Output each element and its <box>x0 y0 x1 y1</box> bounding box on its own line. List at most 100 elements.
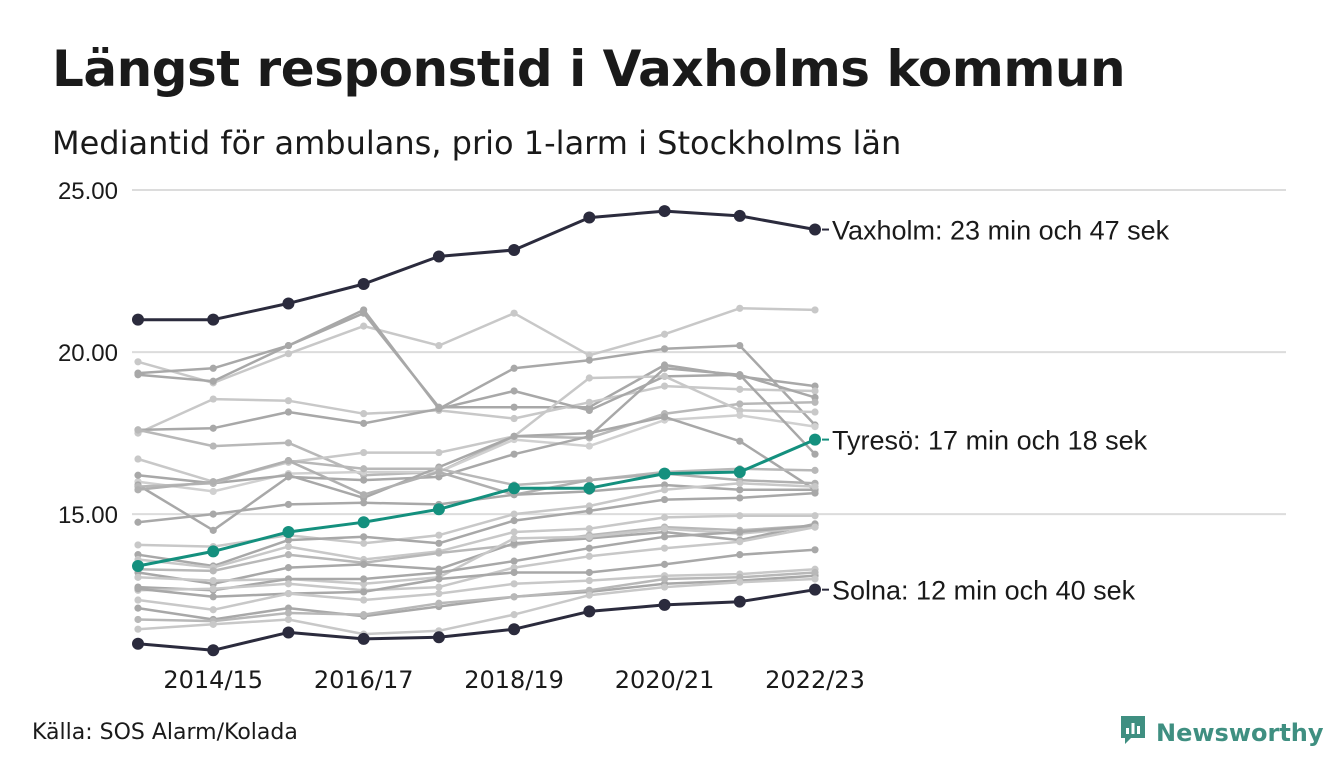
data-point <box>209 442 217 450</box>
background-series-line <box>134 364 819 534</box>
data-point <box>435 539 443 547</box>
data-point <box>209 593 217 601</box>
data-point <box>736 578 744 586</box>
background-series-line <box>134 489 819 570</box>
data-point <box>209 395 217 403</box>
highlight-series-line <box>132 205 821 326</box>
series-line <box>137 459 816 496</box>
data-point <box>284 551 293 559</box>
data-point <box>736 437 744 445</box>
data-point <box>585 544 593 552</box>
data-point <box>207 644 220 657</box>
data-point <box>360 419 368 427</box>
data-point <box>660 533 669 541</box>
data-point <box>660 330 669 338</box>
data-point <box>209 478 217 486</box>
data-point <box>435 583 443 591</box>
data-point <box>811 423 819 431</box>
data-point <box>660 583 669 591</box>
data-point <box>435 599 443 607</box>
data-point <box>360 322 368 330</box>
data-point <box>510 387 518 395</box>
data-point <box>660 544 669 552</box>
series-line <box>137 567 816 612</box>
series-end-label: Vaxholm: 23 min och 47 sek <box>832 216 1170 246</box>
series-line <box>137 524 816 573</box>
data-point <box>209 606 217 614</box>
data-point <box>811 482 819 491</box>
data-point <box>811 546 819 554</box>
data-point <box>811 466 819 474</box>
background-series-line <box>134 306 819 429</box>
series-line <box>137 514 815 569</box>
data-point <box>360 465 368 473</box>
data-point <box>736 512 744 520</box>
x-tick-label: 2020/21 <box>615 666 715 694</box>
data-point <box>360 539 368 547</box>
data-point <box>360 596 368 604</box>
data-point <box>435 575 443 583</box>
data-point <box>510 528 518 536</box>
data-point <box>660 560 669 568</box>
data-point <box>510 414 518 423</box>
data-point <box>660 495 669 504</box>
data-point <box>435 448 443 457</box>
data-point <box>811 568 819 577</box>
data-point <box>658 205 671 218</box>
data-point <box>583 605 596 618</box>
data-point <box>733 595 746 608</box>
data-point <box>134 585 142 593</box>
data-point <box>733 466 746 478</box>
data-point <box>811 398 819 406</box>
data-point <box>284 564 293 572</box>
series-line <box>137 367 816 532</box>
data-point <box>508 243 521 256</box>
series-line <box>137 525 816 586</box>
data-point <box>134 541 142 549</box>
series-line <box>137 438 816 568</box>
data-point <box>284 397 293 405</box>
series-line <box>137 373 816 432</box>
data-point <box>432 250 445 263</box>
data-point <box>360 448 368 457</box>
data-point <box>134 455 142 463</box>
background-series <box>134 304 819 638</box>
data-point <box>660 364 669 372</box>
data-point <box>585 374 593 382</box>
data-point <box>736 341 744 350</box>
data-point <box>134 518 142 526</box>
data-point <box>660 486 669 494</box>
data-point <box>660 525 669 533</box>
data-point <box>809 583 821 596</box>
y-tick-label: 25.00 <box>58 178 118 205</box>
data-point <box>209 364 217 372</box>
data-point <box>510 432 518 440</box>
series-line <box>137 524 816 592</box>
data-point <box>357 632 370 645</box>
data-point <box>132 637 144 650</box>
data-point <box>736 479 744 487</box>
y-tick-label: 20.00 <box>58 340 118 367</box>
data-point <box>207 545 220 558</box>
data-point <box>585 568 593 577</box>
series-line <box>137 308 816 426</box>
brand-name: Newsworthy <box>1156 718 1324 747</box>
data-point <box>132 313 144 326</box>
series-end-label: Solna: 12 min och 40 sek <box>832 576 1136 606</box>
data-point <box>132 560 144 572</box>
data-point <box>284 408 293 416</box>
data-point <box>585 552 593 560</box>
data-point <box>736 538 744 546</box>
y-tick-label: 15.00 <box>58 502 118 529</box>
data-point <box>360 476 368 484</box>
data-point <box>510 403 518 411</box>
data-point <box>510 611 518 619</box>
background-series-line <box>134 546 819 601</box>
data-point <box>585 525 593 533</box>
background-series-line <box>134 565 819 614</box>
source-note: Källa: SOS Alarm/Kolada <box>32 720 298 745</box>
data-point <box>736 528 744 536</box>
data-point <box>510 364 518 372</box>
brand[interactable]: Newsworthy <box>1118 714 1324 751</box>
